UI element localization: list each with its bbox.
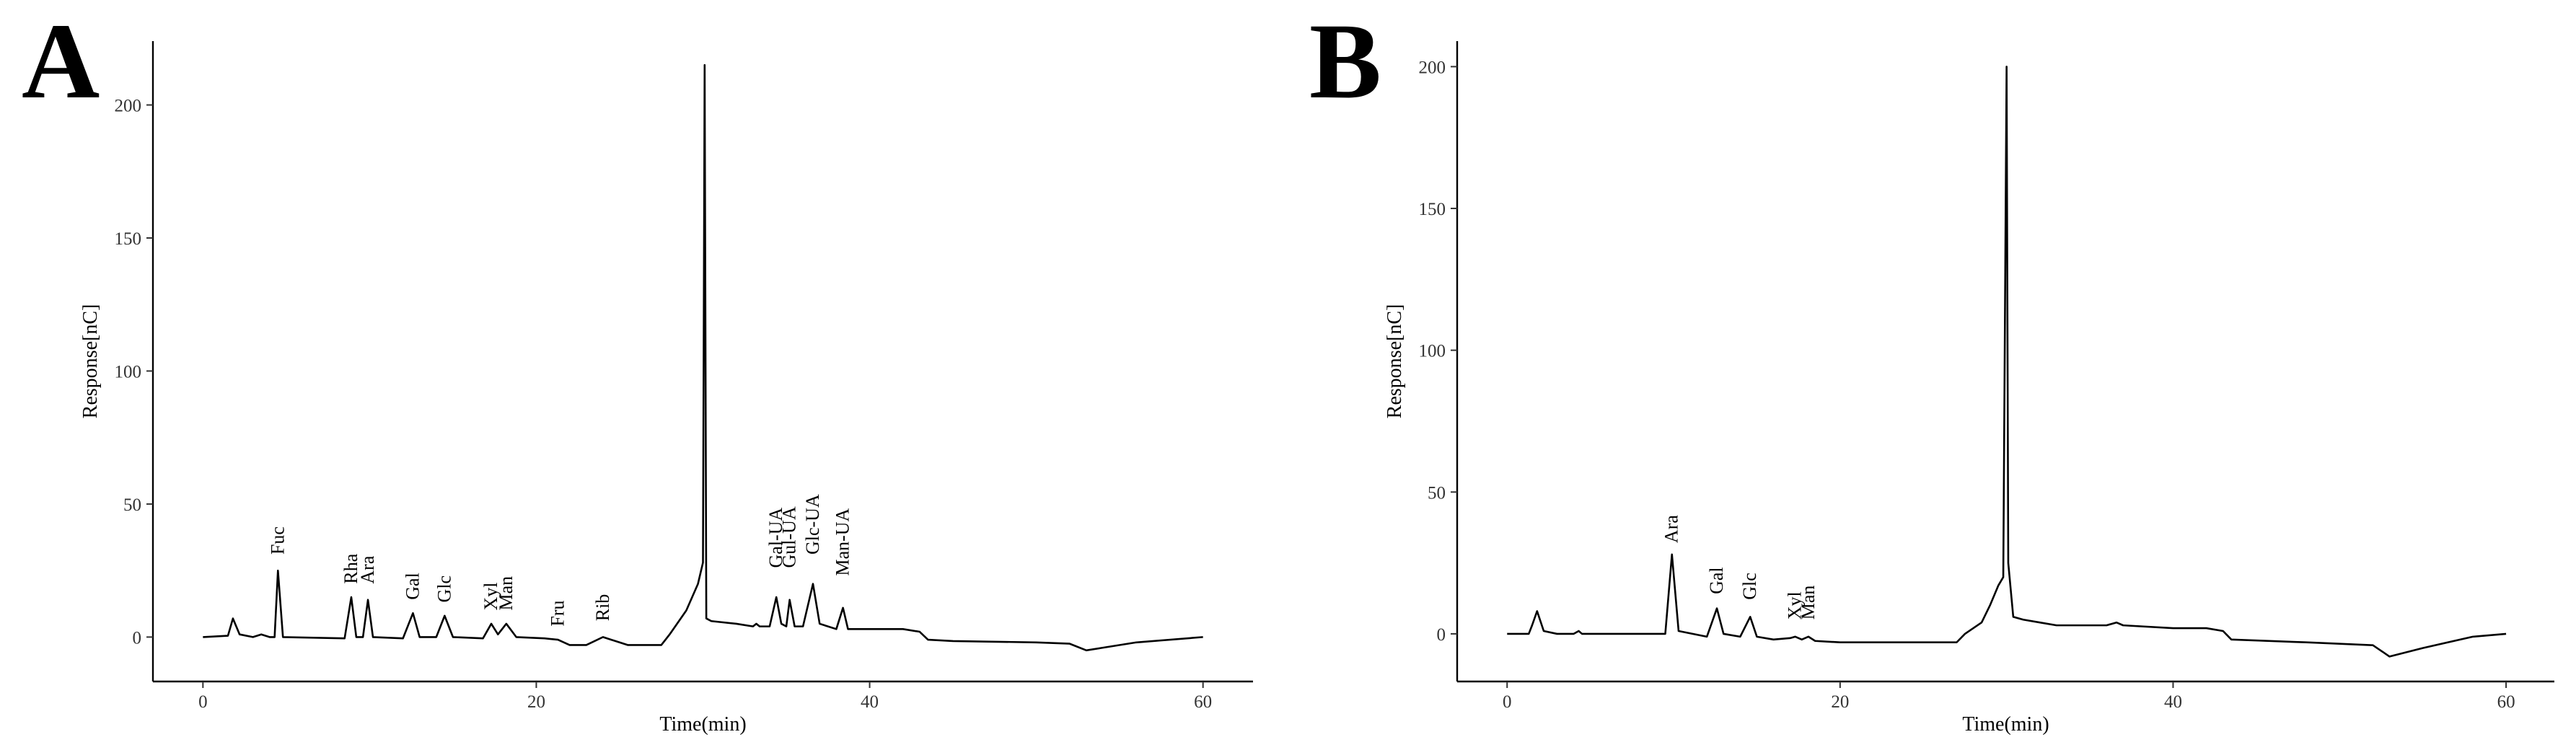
y-tick-label: 50: [123, 495, 141, 515]
peak-label: Man: [496, 576, 516, 611]
x-tick-label: 0: [198, 692, 208, 712]
x-tick-label: 40: [861, 692, 879, 712]
peak-label: Xyl: [1785, 591, 1806, 619]
x-tick-label: 20: [1831, 692, 1849, 712]
peak-label: Fuc: [267, 526, 288, 555]
peak-label: Man: [1798, 586, 1819, 620]
peak-label: Glc-UA: [802, 494, 823, 555]
peak-label: Ara: [357, 555, 378, 583]
peak-label: Rha: [340, 553, 361, 583]
x-tick-label: 60: [2497, 692, 2515, 712]
peak-label: Glc: [1739, 573, 1760, 600]
x-tick-label: 20: [527, 692, 545, 712]
x-axis-title: Time(min): [659, 713, 746, 736]
x-tick-label: 40: [2164, 692, 2182, 712]
peak-label: Rib: [592, 594, 613, 622]
y-axis-title: Response[nC]: [79, 304, 102, 419]
peak-label: Gul-UA: [779, 506, 800, 568]
y-tick-label: 150: [115, 229, 142, 249]
y-tick-label: 200: [1419, 58, 1446, 77]
peak-label: Gal: [402, 573, 423, 600]
panel-label: A: [22, 1, 100, 121]
y-tick-label: 100: [1419, 342, 1446, 361]
y-tick-label: 0: [1437, 625, 1446, 645]
y-tick-label: 200: [115, 97, 142, 116]
panel-label: B: [1309, 1, 1381, 121]
peak-label: Gal: [1706, 567, 1727, 594]
chromatogram-line: [1507, 66, 2507, 658]
peak-label: Ara: [1661, 515, 1682, 543]
peak-label: Xyl: [480, 582, 501, 610]
y-tick-label: 150: [1419, 200, 1446, 219]
chromatogram-line: [203, 63, 1203, 652]
peak-label: Man-UA: [832, 508, 853, 575]
y-axis-title: Response[nC]: [1384, 304, 1406, 419]
x-tick-label: 0: [1503, 692, 1512, 712]
peak-label: Glc: [434, 575, 454, 603]
peak-label: Gal-UA: [765, 507, 786, 568]
x-tick-label: 60: [1194, 692, 1212, 712]
y-tick-label: 0: [133, 628, 142, 648]
y-tick-label: 50: [1428, 483, 1446, 503]
y-tick-label: 100: [115, 362, 142, 381]
x-axis-title: Time(min): [1962, 713, 2049, 736]
peak-label: Fru: [547, 601, 568, 627]
